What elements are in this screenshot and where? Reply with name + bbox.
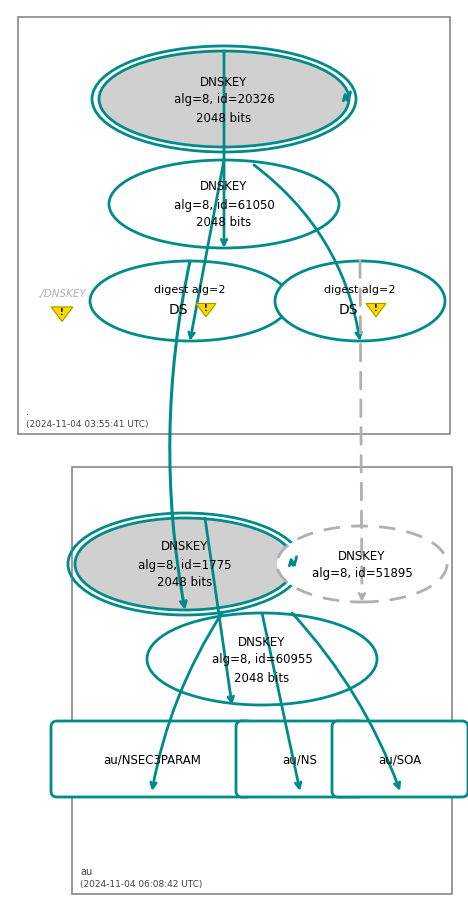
Ellipse shape: [147, 613, 377, 705]
Bar: [18, 18, 450, 435]
Text: !: !: [204, 304, 208, 313]
Ellipse shape: [75, 518, 295, 610]
Text: au/SOA: au/SOA: [379, 753, 422, 766]
Polygon shape: [51, 308, 73, 322]
Text: au/NS: au/NS: [283, 753, 317, 766]
Text: au: au: [80, 866, 92, 876]
Ellipse shape: [275, 262, 445, 342]
Text: DNSKEY
alg=8, id=51895: DNSKEY alg=8, id=51895: [312, 549, 412, 580]
Text: DNSKEY
alg=8, id=61050
2048 bits: DNSKEY alg=8, id=61050 2048 bits: [174, 180, 274, 229]
FancyBboxPatch shape: [332, 721, 468, 797]
Ellipse shape: [277, 527, 447, 602]
Ellipse shape: [99, 52, 349, 148]
Text: DNSKEY
alg=8, id=1775
2048 bits: DNSKEY alg=8, id=1775 2048 bits: [138, 540, 232, 589]
Text: DNSKEY
alg=8, id=60955
2048 bits: DNSKEY alg=8, id=60955 2048 bits: [212, 635, 312, 684]
Polygon shape: [196, 304, 216, 317]
Text: digest alg=2: digest alg=2: [154, 285, 226, 295]
Text: (2024-11-04 03:55:41 UTC): (2024-11-04 03:55:41 UTC): [26, 420, 148, 428]
Text: au/NSEC3PARAM: au/NSEC3PARAM: [103, 753, 201, 766]
Text: ./DNSKEY: ./DNSKEY: [37, 289, 87, 299]
Text: DS: DS: [168, 302, 188, 317]
Text: digest alg=2: digest alg=2: [324, 285, 396, 295]
Polygon shape: [366, 304, 386, 317]
Ellipse shape: [90, 262, 290, 342]
Text: .: .: [26, 406, 29, 416]
Text: (2024-11-04 06:08:42 UTC): (2024-11-04 06:08:42 UTC): [80, 879, 202, 888]
Text: DNSKEY
alg=8, id=20326
2048 bits: DNSKEY alg=8, id=20326 2048 bits: [174, 75, 274, 124]
Ellipse shape: [109, 161, 339, 249]
Text: !: !: [60, 308, 64, 317]
FancyBboxPatch shape: [236, 721, 364, 797]
Bar: [72, 468, 452, 894]
Text: DS: DS: [338, 302, 358, 317]
FancyBboxPatch shape: [51, 721, 253, 797]
Text: !: !: [374, 304, 378, 313]
